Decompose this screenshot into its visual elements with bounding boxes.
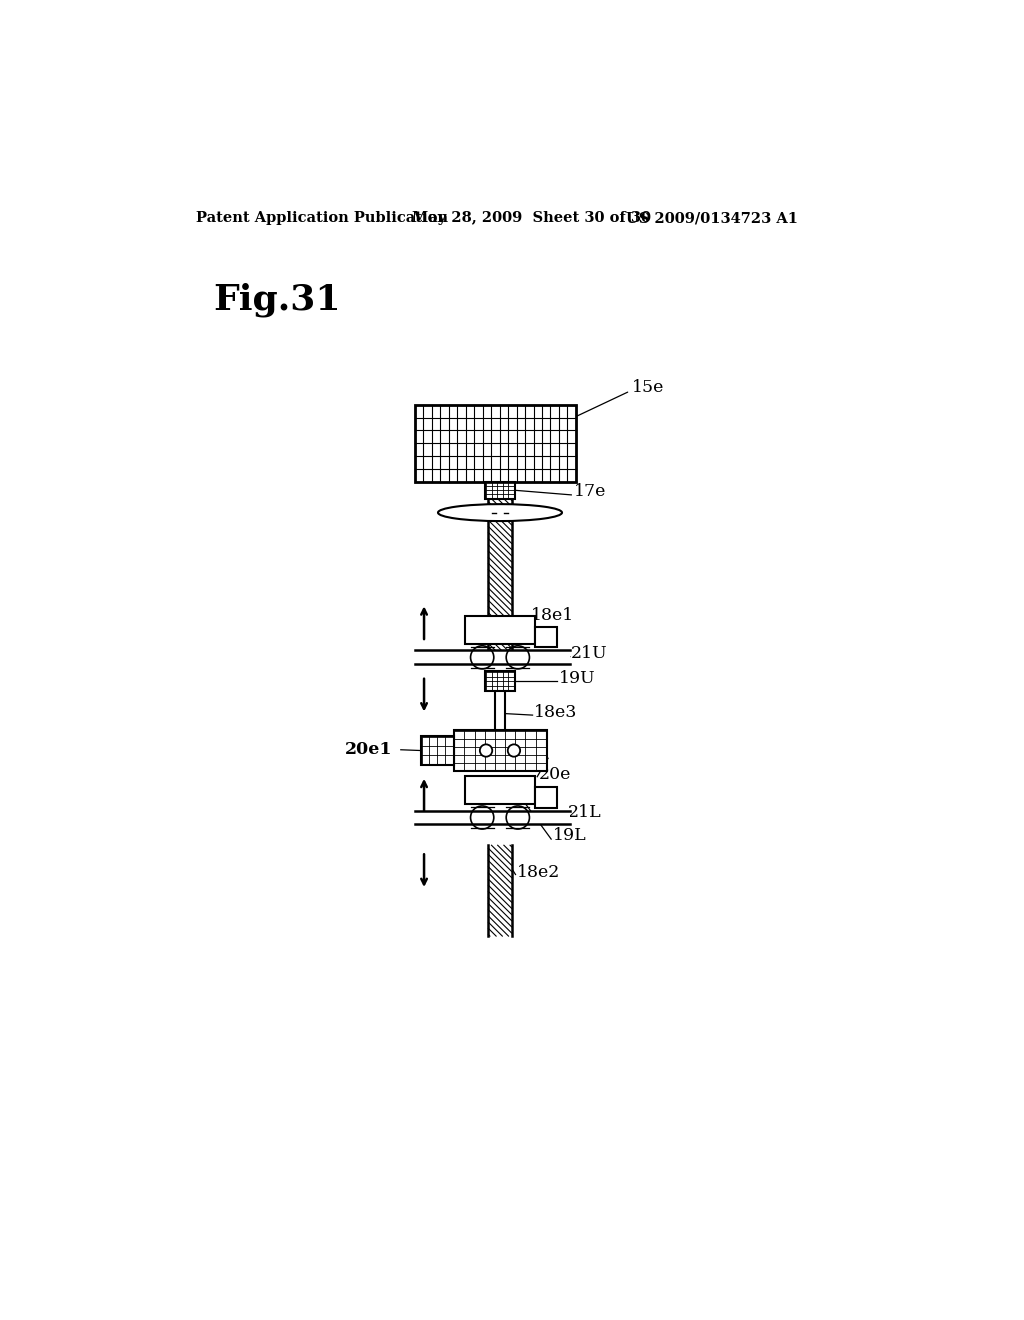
Ellipse shape bbox=[438, 504, 562, 521]
Circle shape bbox=[508, 744, 520, 756]
Circle shape bbox=[480, 744, 493, 756]
Bar bbox=[485, 482, 515, 499]
Bar bbox=[465, 615, 535, 644]
Text: 21L: 21L bbox=[568, 804, 602, 821]
Bar bbox=[454, 730, 547, 771]
Bar bbox=[496, 697, 505, 730]
Text: 15e: 15e bbox=[632, 379, 665, 396]
Text: Fig.31: Fig.31 bbox=[213, 282, 341, 317]
Text: 19U: 19U bbox=[559, 669, 596, 686]
Bar bbox=[465, 776, 535, 804]
Text: 18e2: 18e2 bbox=[517, 865, 560, 882]
Bar bbox=[421, 737, 454, 766]
Text: 17e: 17e bbox=[573, 483, 606, 500]
Text: Patent Application Publication: Patent Application Publication bbox=[197, 211, 449, 226]
Text: 18e1: 18e1 bbox=[531, 607, 574, 624]
Bar bbox=[415, 810, 569, 825]
Bar bbox=[485, 671, 515, 692]
Text: 20e: 20e bbox=[539, 766, 571, 783]
Text: 21U: 21U bbox=[571, 645, 608, 663]
Text: 20e1: 20e1 bbox=[345, 742, 392, 758]
Bar bbox=[488, 845, 512, 936]
Text: May 28, 2009  Sheet 30 of 30: May 28, 2009 Sheet 30 of 30 bbox=[412, 211, 650, 226]
Bar bbox=[535, 627, 557, 647]
Text: 18e3: 18e3 bbox=[535, 705, 578, 721]
Bar bbox=[485, 779, 515, 799]
Bar bbox=[488, 499, 512, 651]
Text: US 2009/0134723 A1: US 2009/0134723 A1 bbox=[627, 211, 799, 226]
Text: 19L: 19L bbox=[553, 828, 587, 845]
Bar bbox=[415, 651, 569, 664]
Bar bbox=[415, 405, 575, 482]
Bar bbox=[535, 788, 557, 808]
